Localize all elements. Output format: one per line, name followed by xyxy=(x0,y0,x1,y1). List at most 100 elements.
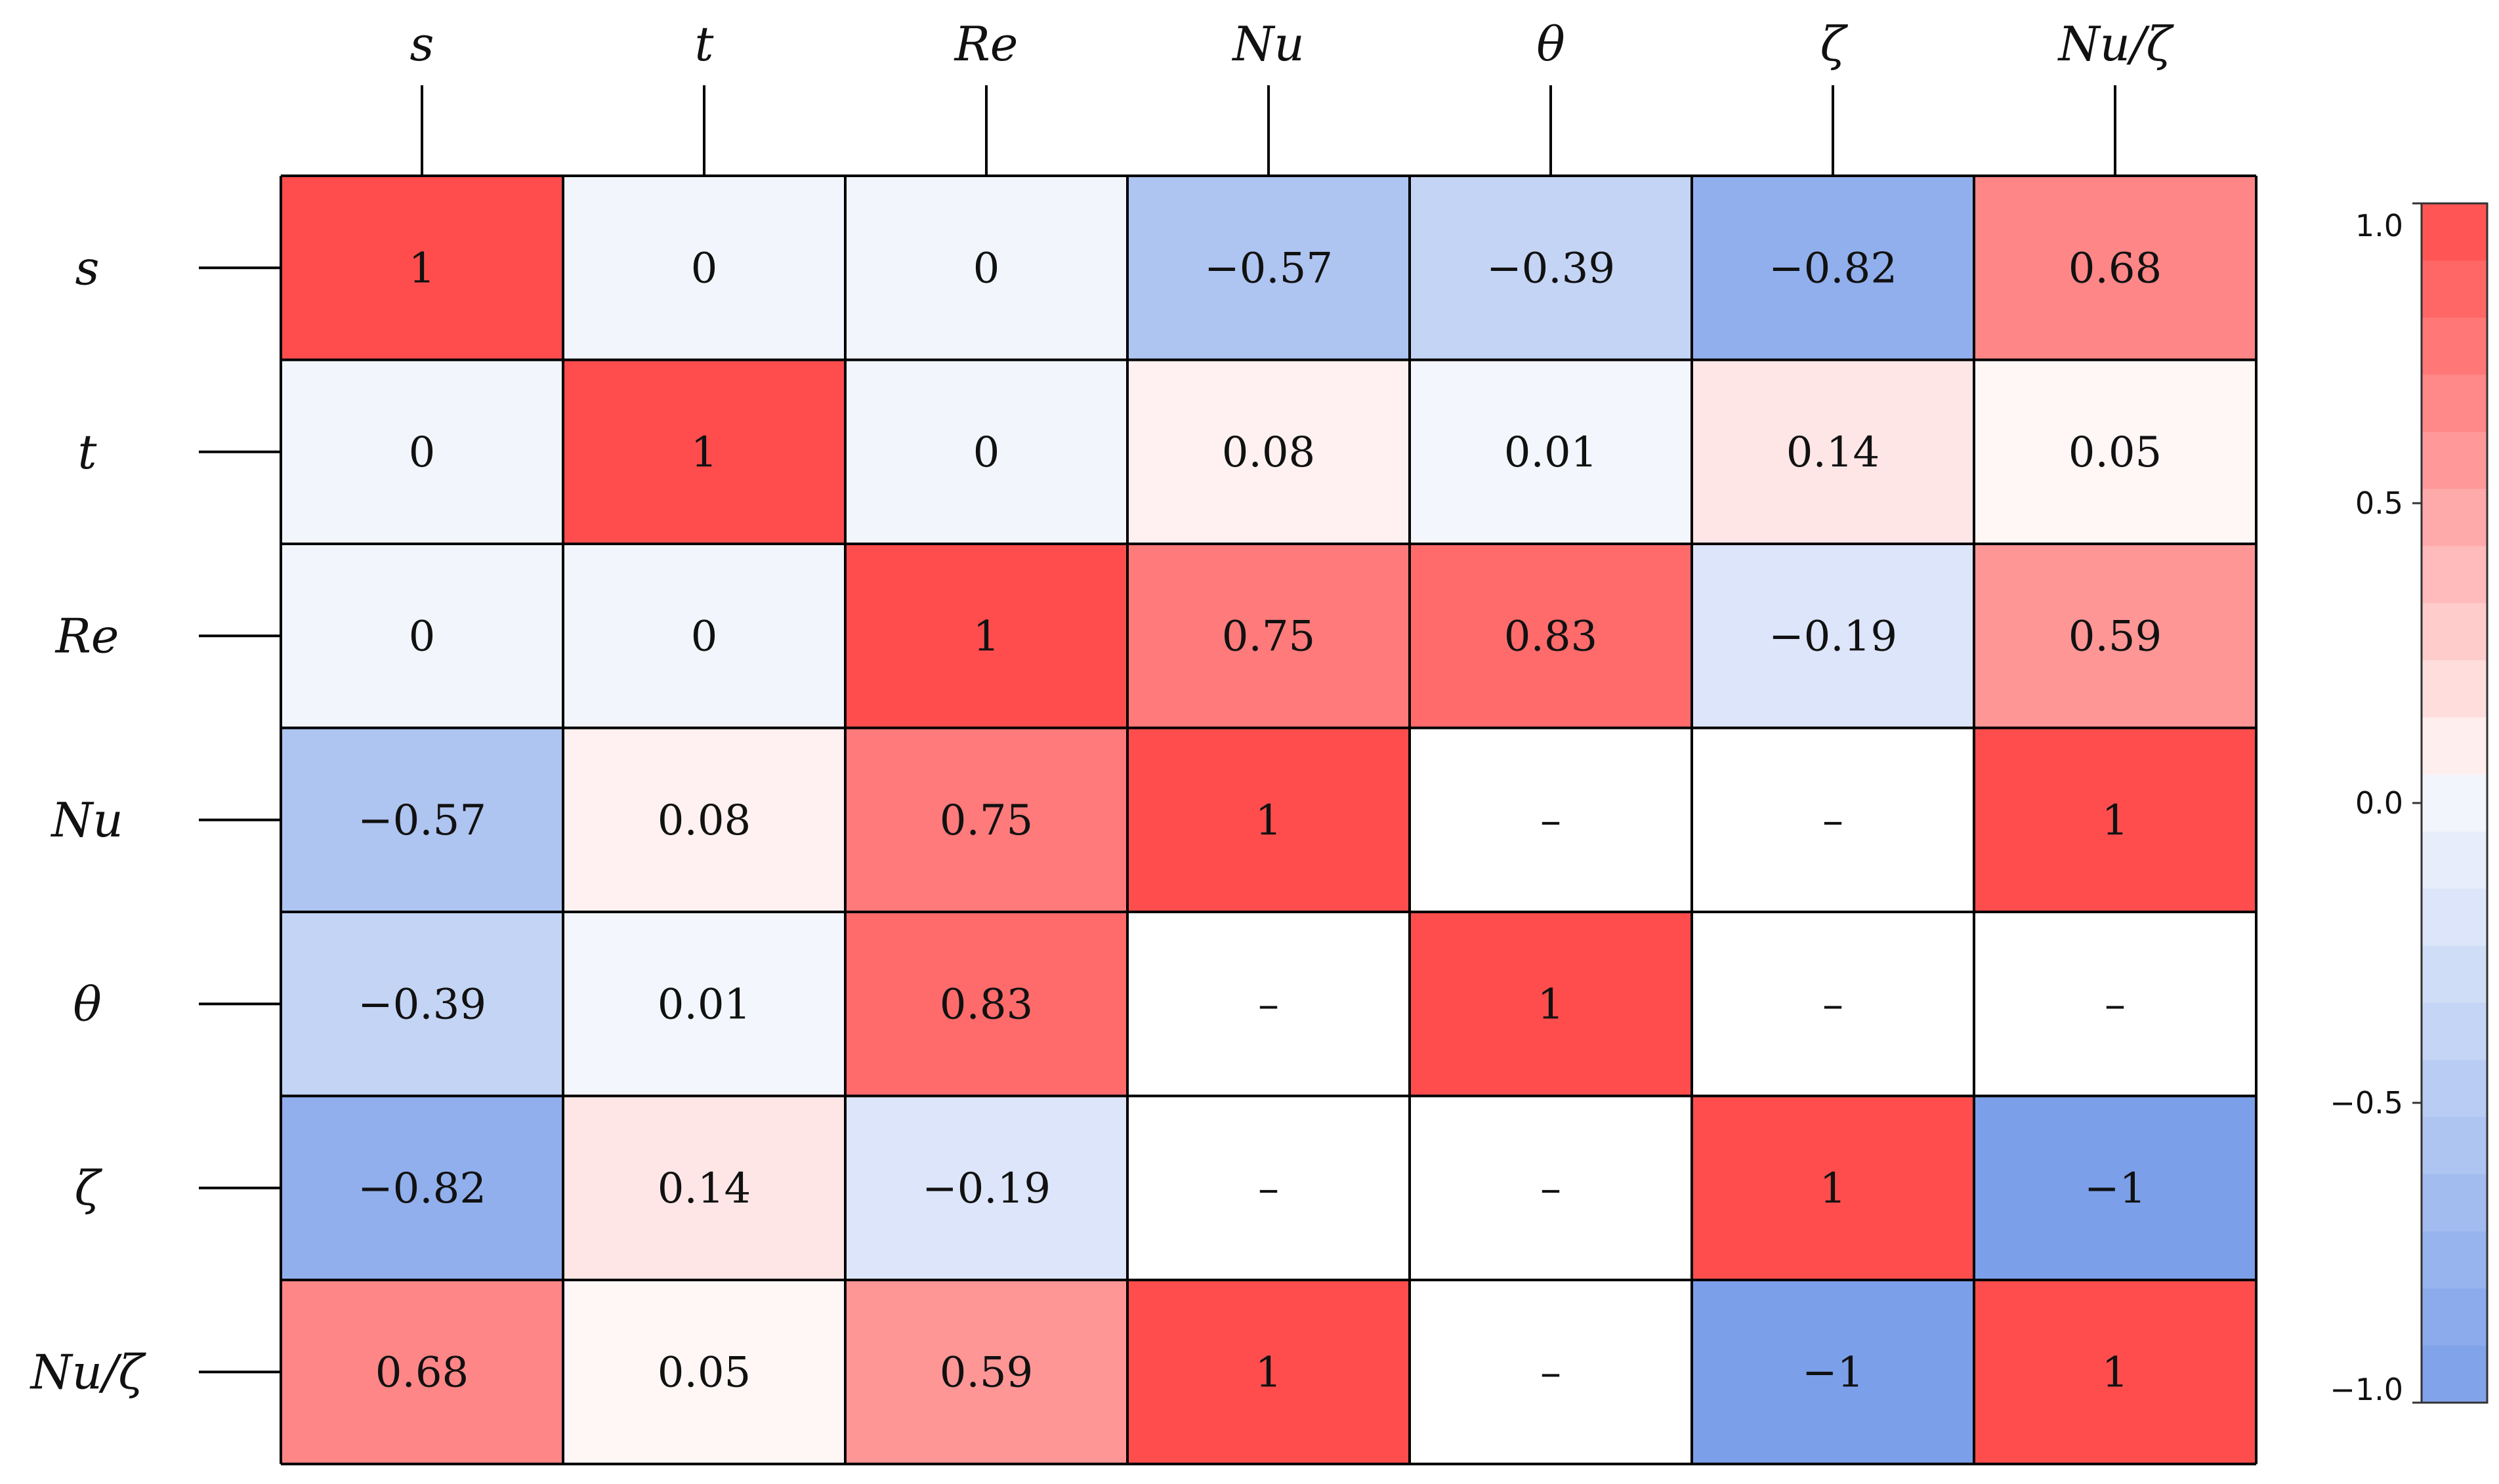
heatmap-cell-r6-c1 xyxy=(563,1280,845,1464)
colorbar-segment xyxy=(2422,1060,2487,1118)
cell-value-label: – xyxy=(1822,796,1843,845)
cell-value-label: 0 xyxy=(409,428,436,477)
cell-value-label: 1 xyxy=(409,244,436,293)
cell-value-label: −1 xyxy=(2084,1165,2146,1213)
colorbar-segment xyxy=(2422,603,2487,661)
cell-value-label: 0.01 xyxy=(1504,428,1598,477)
cell-value-label: – xyxy=(1822,980,1843,1029)
colorbar-tick-label: 1.0 xyxy=(2355,208,2403,243)
heatmap-cell-r1-c2 xyxy=(845,360,1127,544)
heatmap-cell-r5-c4 xyxy=(1410,1096,1692,1280)
cell-value-label: – xyxy=(1540,1348,1561,1397)
heatmap-cell-r5-c6 xyxy=(1974,1096,2256,1280)
column-label: Nu/ζ xyxy=(2057,16,2175,72)
heatmap-cell-r0-c6 xyxy=(1974,176,2256,360)
row-label: Nu xyxy=(50,793,123,848)
heatmap-cell-r5-c0 xyxy=(281,1096,563,1280)
column-label: ζ xyxy=(1820,16,1848,72)
colorbar-segment xyxy=(2422,1117,2487,1175)
cell-value-label: 0.83 xyxy=(1504,612,1598,661)
column-axis: s t Re Nu θ ζ Nu/ζ xyxy=(410,16,2175,176)
row-label: Re xyxy=(54,608,119,663)
colorbar-tick-label: −1.0 xyxy=(2330,1372,2403,1407)
cell-value-label: – xyxy=(1540,1165,1561,1213)
heatmap-cell-r3-c4 xyxy=(1410,728,1692,912)
heatmap-cells: 1 0 0 −0.57 −0.39 −0.82 0.68 0 1 0 0.08 0.01 0.14 0.0… xyxy=(281,176,2256,1464)
heatmap-cell-r3-c1 xyxy=(563,728,845,912)
cell-value-label: 0 xyxy=(409,612,436,661)
heatmap-cell-r2-c6 xyxy=(1974,544,2256,728)
heatmap-cell-r3-c5 xyxy=(1692,728,1974,912)
heatmap-cell-r0-c5 xyxy=(1692,176,1974,360)
row-label: Nu/ζ xyxy=(30,1344,147,1399)
cell-value-label: 0.14 xyxy=(1786,428,1880,477)
colorbar-segment xyxy=(2422,888,2487,947)
cell-value-label: −0.39 xyxy=(1486,244,1615,293)
colorbar-segment xyxy=(2422,717,2487,775)
heatmap-cell-r3-c3 xyxy=(1127,728,1410,912)
heatmap-cell-r2-c1 xyxy=(563,544,845,728)
colorbar-tick-label: 0.0 xyxy=(2355,785,2403,821)
heatmap-cell-r0-c2 xyxy=(845,176,1127,360)
heatmap-cell-r6-c6 xyxy=(1974,1280,2256,1464)
heatmap-cell-r3-c0 xyxy=(281,728,563,912)
heatmap-cell-r2-c0 xyxy=(281,544,563,728)
cell-value-label: −1 xyxy=(1802,1348,1864,1397)
cell-value-label: 0.08 xyxy=(1222,428,1316,477)
heatmap-cell-r2-c2 xyxy=(845,544,1127,728)
cell-value-label: 1 xyxy=(1538,980,1564,1029)
colorbar-segment xyxy=(2422,432,2487,489)
cell-value-label: 1 xyxy=(2102,1348,2129,1397)
cell-value-label: 1 xyxy=(1255,796,1282,845)
cell-value-label: 0.59 xyxy=(2068,612,2162,661)
colorbar: 1.0 0.5 0.0 −0.5 −1.0 xyxy=(2330,202,2488,1407)
heatmap-cell-r2-c5 xyxy=(1692,544,1974,728)
cell-value-label: 0.01 xyxy=(658,980,751,1029)
cell-value-label: – xyxy=(1540,796,1561,845)
heatmap-cell-r6-c2 xyxy=(845,1280,1127,1464)
heatmap-cell-r3-c2 xyxy=(845,728,1127,912)
heatmap-cell-r1-c1 xyxy=(563,360,845,544)
heatmap-cell-r6-c0 xyxy=(281,1280,563,1464)
heatmap-cell-r4-c2 xyxy=(845,912,1127,1096)
colorbar-segment xyxy=(2422,1345,2487,1403)
cell-value-label: 0.75 xyxy=(1222,612,1316,661)
column-label: s xyxy=(410,16,434,72)
cell-value-label: – xyxy=(2105,980,2126,1029)
colorbar-segment xyxy=(2422,774,2487,833)
cell-value-label: −0.19 xyxy=(922,1165,1051,1213)
heatmap-cell-r1-c6 xyxy=(1974,360,2256,544)
colorbar-segment xyxy=(2422,489,2487,546)
heatmap-cell-r0-c1 xyxy=(563,176,845,360)
heatmap-cell-r4-c1 xyxy=(563,912,845,1096)
cell-value-label: – xyxy=(1258,1165,1279,1213)
cell-value-label: 0.08 xyxy=(658,796,751,845)
cell-value-label: −0.57 xyxy=(1204,244,1333,293)
heatmap-cell-r2-c4 xyxy=(1410,544,1692,728)
colorbar-segment xyxy=(2422,375,2487,432)
cell-value-label: 0.83 xyxy=(940,980,1034,1029)
heatmap-cell-r5-c2 xyxy=(845,1096,1127,1280)
cell-value-label: −0.39 xyxy=(358,980,486,1029)
cell-value-label: 0 xyxy=(691,244,718,293)
heatmap-cell-r1-c3 xyxy=(1127,360,1410,544)
cell-value-label: −0.82 xyxy=(358,1165,486,1213)
cell-value-label: 0.05 xyxy=(658,1348,751,1397)
cell-value-label: 0 xyxy=(973,244,1000,293)
colorbar-tick-label: 0.5 xyxy=(2355,485,2403,521)
cell-value-label: 0 xyxy=(691,612,718,661)
cell-value-label: 1 xyxy=(1255,1348,1282,1397)
row-label: t xyxy=(78,424,98,480)
heatmap-cell-r5-c5 xyxy=(1692,1096,1974,1280)
cell-value-label: −0.57 xyxy=(358,796,486,845)
cell-value-label: 0.59 xyxy=(940,1348,1034,1397)
colorbar-segment xyxy=(2422,1288,2487,1346)
colorbar-segment xyxy=(2422,203,2487,261)
heatmap-cell-r1-c4 xyxy=(1410,360,1692,544)
heatmap-cell-r3-c6 xyxy=(1974,728,2256,912)
heatmap-cell-r6-c3 xyxy=(1127,1280,1410,1464)
heatmap-cell-r6-c5 xyxy=(1692,1280,1974,1464)
cell-value-label: 0.68 xyxy=(375,1348,469,1397)
colorbar-segment xyxy=(2422,318,2487,375)
cell-value-label: 0 xyxy=(973,428,1000,477)
